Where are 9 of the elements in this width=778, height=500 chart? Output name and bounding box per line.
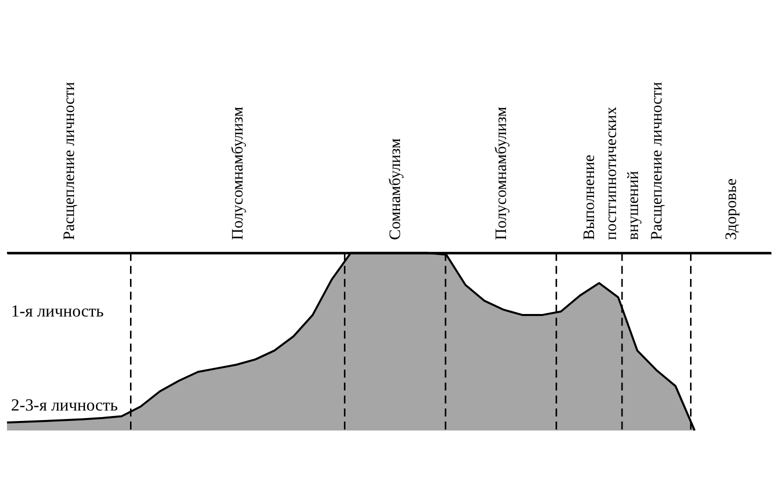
annotation: 1-я личность [10,301,104,320]
text: Полусомнамбулизм [492,106,510,240]
text: Здоровье [722,178,740,240]
text: Полусомнамбулизм [230,106,247,240]
text: Выполнение постгипнотических внушений [581,106,642,240]
text: Расщепление личности [648,81,666,240]
annotation: 2-3-я личность [10,396,118,414]
text: Расщепление личности [60,81,78,240]
text: Сомнамбулизм [387,138,404,240]
